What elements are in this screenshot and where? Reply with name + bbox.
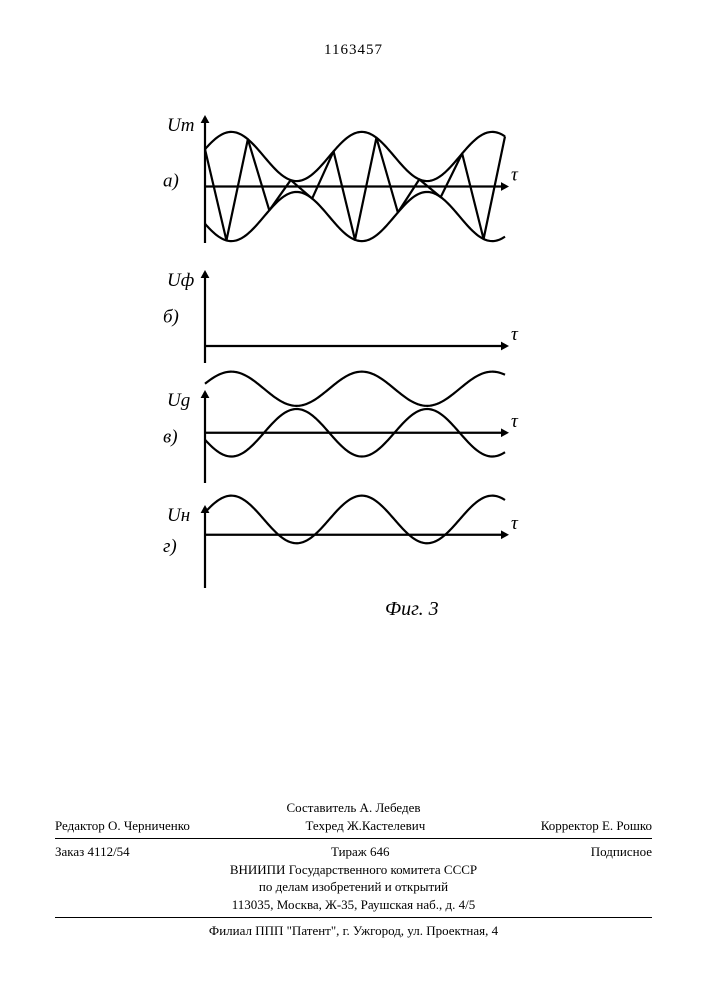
svg-text:в): в): [163, 426, 178, 447]
svg-text:Ug: Ug: [167, 390, 190, 411]
divider-2: [55, 917, 652, 918]
subscription: Подписное: [591, 843, 652, 861]
svg-text:τ: τ: [511, 324, 519, 345]
svg-text:г): г): [163, 536, 177, 557]
svg-text:τ: τ: [511, 513, 519, 534]
branch-line: Филиал ППП "Патент", г. Ужгород, ул. Про…: [55, 922, 652, 940]
order-number: Заказ 4112/54: [55, 843, 130, 861]
credits-row: Редактор О. Черниченко Техред Ж.Кастелев…: [55, 817, 652, 835]
org-line-1: ВНИИПИ Государственного комитета СССР: [55, 861, 652, 879]
editor: Редактор О. Черниченко: [55, 817, 190, 835]
svg-text:Uт: Uт: [167, 115, 194, 136]
svg-text:Uн: Uн: [167, 505, 190, 526]
compiler-line: Составитель А. Лебедев: [55, 799, 652, 817]
svg-text:Uф: Uф: [167, 270, 194, 291]
svg-text:τ: τ: [511, 411, 519, 432]
org-addr: 113035, Москва, Ж-35, Раушская наб., д. …: [55, 896, 652, 914]
svg-text:б): б): [163, 306, 179, 327]
svg-text:а): а): [163, 171, 179, 192]
figure-3: Uт τ а) Uф τ б) Ug τ в) Uн τ г) Фиг. 3: [160, 115, 540, 635]
print-run: Тираж 646: [331, 843, 390, 861]
figure-svg: Uт τ а) Uф τ б) Ug τ в) Uн τ г): [160, 115, 540, 605]
divider-1: [55, 838, 652, 839]
print-row: Заказ 4112/54 Тираж 646 Подписное: [55, 843, 652, 861]
footer: Составитель А. Лебедев Редактор О. Черни…: [55, 799, 652, 940]
corrector: Корректор Е. Рошко: [541, 817, 652, 835]
svg-text:τ: τ: [511, 165, 519, 186]
page-number: 1163457: [0, 42, 707, 59]
org-line-2: по делам изобретений и открытий: [55, 878, 652, 896]
tech-editor: Техред Ж.Кастелевич: [305, 817, 425, 835]
figure-caption: Фиг. 3: [385, 598, 439, 621]
